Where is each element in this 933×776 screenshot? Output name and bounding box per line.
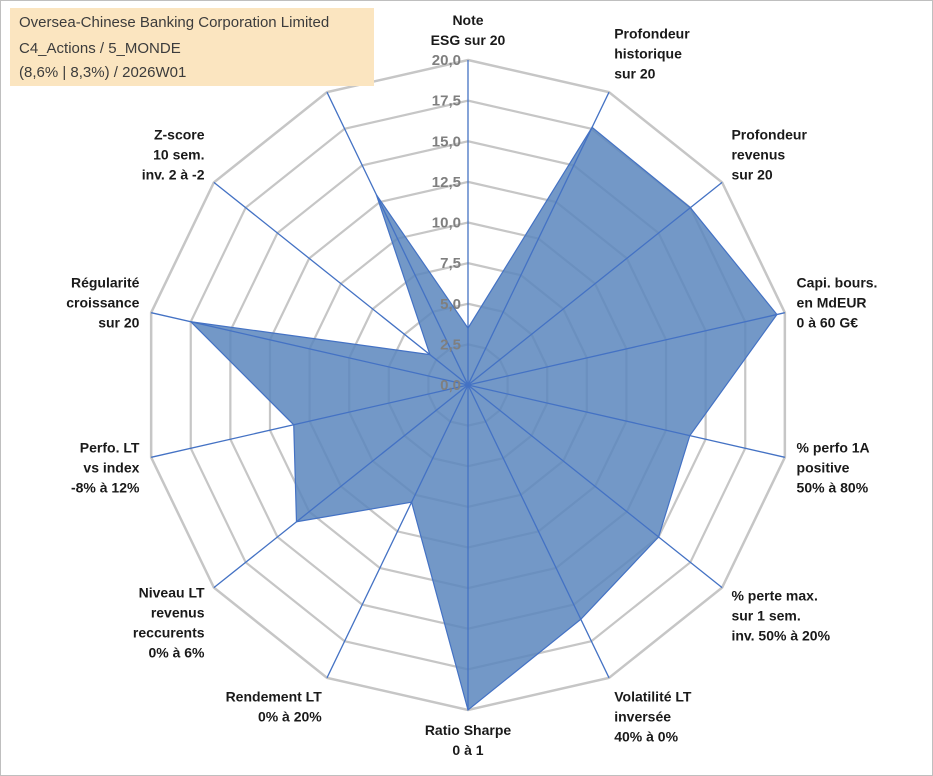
radial-tick-label: 10,0 — [432, 215, 461, 232]
radar-spoke — [326, 384, 469, 679]
axis-label-group: % perfo 1A positive 50% à 80% — [797, 439, 870, 495]
axis-label-line: inversée — [614, 709, 671, 725]
axis-label-line: revenus — [151, 605, 205, 621]
axis-label-group: Capi. bours. en MdEUR 0 à 60 G€ — [797, 275, 878, 331]
axis-label-line: sur 20 — [731, 166, 772, 182]
axis-label-group: % perte max. sur 1 sem. inv. 50% à 20% — [731, 588, 830, 644]
axis-label-line: -8% à 12% — [71, 479, 140, 495]
radial-tick-label: 7,5 — [440, 255, 461, 272]
axis-label-line: sur 20 — [614, 65, 655, 81]
radar-spoke — [151, 384, 469, 458]
radial-tick-label: 5,0 — [440, 296, 461, 313]
axis-label-line: positive — [797, 459, 850, 475]
axis-label-line: 40% à 0% — [614, 729, 678, 745]
axis-label-line: sur 1 sem. — [731, 608, 800, 624]
axis-label-line: 0 à 1 — [452, 742, 483, 758]
axis-label-line: Z-score — [154, 126, 205, 142]
axis-label-line: Rendement LT — [226, 689, 323, 705]
axis-label-line: revenus — [731, 146, 785, 162]
axis-label-line: Ratio Sharpe — [425, 722, 512, 738]
axis-label-line: 0 à 60 G€ — [797, 315, 859, 331]
axis-label-line: Volatilité LT — [614, 689, 692, 705]
axis-label-line: ESG sur 20 — [431, 32, 506, 48]
axis-label-line: 50% à 80% — [797, 479, 869, 495]
axis-label-line: 10 sem. — [153, 146, 204, 162]
performance-period: (8,6% | 8,3%) / 2026W01 — [19, 64, 187, 81]
radial-tick-label: 20,0 — [432, 52, 461, 69]
axis-label-group: Profondeur revenus sur 20 — [731, 126, 807, 182]
axis-label-line: % perfo 1A — [797, 439, 870, 455]
portfolio-category: C4_Actions / 5_MONDE — [19, 40, 181, 57]
axis-label-group: Profondeur historique sur 20 — [614, 25, 690, 81]
radar-spokes — [151, 60, 785, 710]
radar-spoke — [326, 91, 469, 386]
axis-label-line: Régularité — [71, 275, 140, 291]
axis-label-line: % perte max. — [731, 588, 817, 604]
axis-label-line: inv. 50% à 20% — [731, 628, 830, 644]
info-box: Oversea-Chinese Banking Corporation Limi… — [10, 8, 374, 86]
company-name: Oversea-Chinese Banking Corporation Limi… — [19, 14, 330, 31]
axis-label-line: historique — [614, 45, 682, 61]
radar-spoke — [467, 384, 723, 589]
axis-label-line: reccurents — [133, 625, 205, 641]
axis-label-group: Z-score 10 sem. inv. 2 à -2 — [142, 126, 205, 182]
axis-label-line: croissance — [66, 295, 139, 311]
axis-label-line: Niveau LT — [139, 585, 205, 601]
axis-label-line: inv. 2 à -2 — [142, 166, 205, 182]
axis-label-line: vs index — [83, 459, 139, 475]
axis-label-line: sur 20 — [98, 315, 139, 331]
axis-label-group: Niveau LT revenus reccurents 0% à 6% — [133, 585, 205, 661]
radial-tick-labels: 0,0 2,5 5,0 7,5 10,0 12,5 15,0 17,5 20,0 — [432, 52, 461, 394]
axis-label-group: Volatilité LT inversée 40% à 0% — [614, 689, 692, 745]
radial-tick-label: 0,0 — [440, 377, 461, 394]
radar-spoke — [467, 181, 723, 386]
axis-label-line: 0% à 20% — [258, 709, 322, 725]
axis-label-line: Profondeur — [614, 25, 690, 41]
axis-label-line: Capi. bours. — [797, 275, 878, 291]
axis-label-line: Profondeur — [731, 126, 807, 142]
axis-label-group: Ratio Sharpe 0 à 1 — [425, 722, 512, 758]
radial-tick-label: 2,5 — [440, 336, 461, 353]
axis-label-line: Perfo. LT — [80, 439, 140, 455]
radar-spoke — [467, 384, 785, 458]
axis-label-group: Régularité croissance sur 20 — [66, 275, 139, 331]
radar-spoke — [213, 181, 469, 386]
radial-tick-label: 12,5 — [432, 174, 461, 191]
axis-label-line: Note — [452, 12, 483, 28]
radar-spoke — [467, 312, 785, 386]
axis-label-group: Rendement LT 0% à 20% — [226, 689, 323, 725]
axis-labels: Note ESG sur 20 Profondeur historique sur 20… — [66, 12, 877, 758]
axis-label-line: 0% à 6% — [148, 645, 205, 661]
radar-spoke — [467, 91, 610, 386]
radar-spoke — [467, 384, 610, 679]
radial-tick-label: 17,5 — [432, 93, 461, 110]
radar-spoke — [213, 384, 469, 589]
radar-spoke — [151, 312, 469, 386]
axis-label-group: Perfo. LT vs index -8% à 12% — [71, 439, 140, 495]
radial-tick-label: 15,0 — [432, 133, 461, 150]
axis-label-line: en MdEUR — [797, 295, 867, 311]
axis-label-group: Note ESG sur 20 — [431, 12, 506, 48]
